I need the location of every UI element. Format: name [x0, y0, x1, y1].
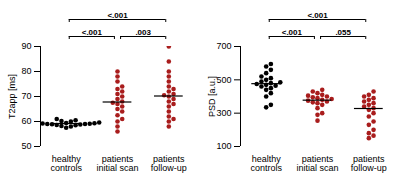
svg-text:healthycontrols: healthycontrols: [50, 154, 82, 173]
svg-text:patientsinitial scan: patientsinitial scan: [296, 154, 338, 173]
svg-text:.055: .055: [335, 28, 351, 37]
svg-text:<.001: <.001: [107, 11, 128, 20]
svg-text:700: 700: [216, 41, 231, 51]
svg-text:<.001: <.001: [282, 28, 303, 37]
svg-text:patientsfollow-up: patientsfollow-up: [351, 154, 387, 173]
svg-text:.003: .003: [135, 28, 151, 37]
svg-text:300: 300: [216, 108, 231, 118]
svg-text:<.001: <.001: [307, 11, 328, 20]
svg-text:patientsinitial scan: patientsinitial scan: [96, 154, 138, 173]
svg-text:T2app [ms]: T2app [ms]: [7, 74, 17, 119]
svg-text:80: 80: [21, 66, 31, 76]
svg-text:90: 90: [21, 41, 31, 51]
svg-text:50: 50: [21, 141, 31, 151]
svg-text:PSD [a.u.]: PSD [a.u.]: [207, 76, 217, 117]
svg-text:70: 70: [21, 91, 31, 101]
svg-text:60: 60: [21, 116, 31, 126]
svg-text:100: 100: [216, 141, 231, 151]
svg-text:patientsfollow-up: patientsfollow-up: [151, 154, 187, 173]
svg-text:500: 500: [216, 75, 231, 85]
svg-text:healthycontrols: healthycontrols: [250, 154, 282, 173]
svg-text:<.001: <.001: [82, 28, 103, 37]
